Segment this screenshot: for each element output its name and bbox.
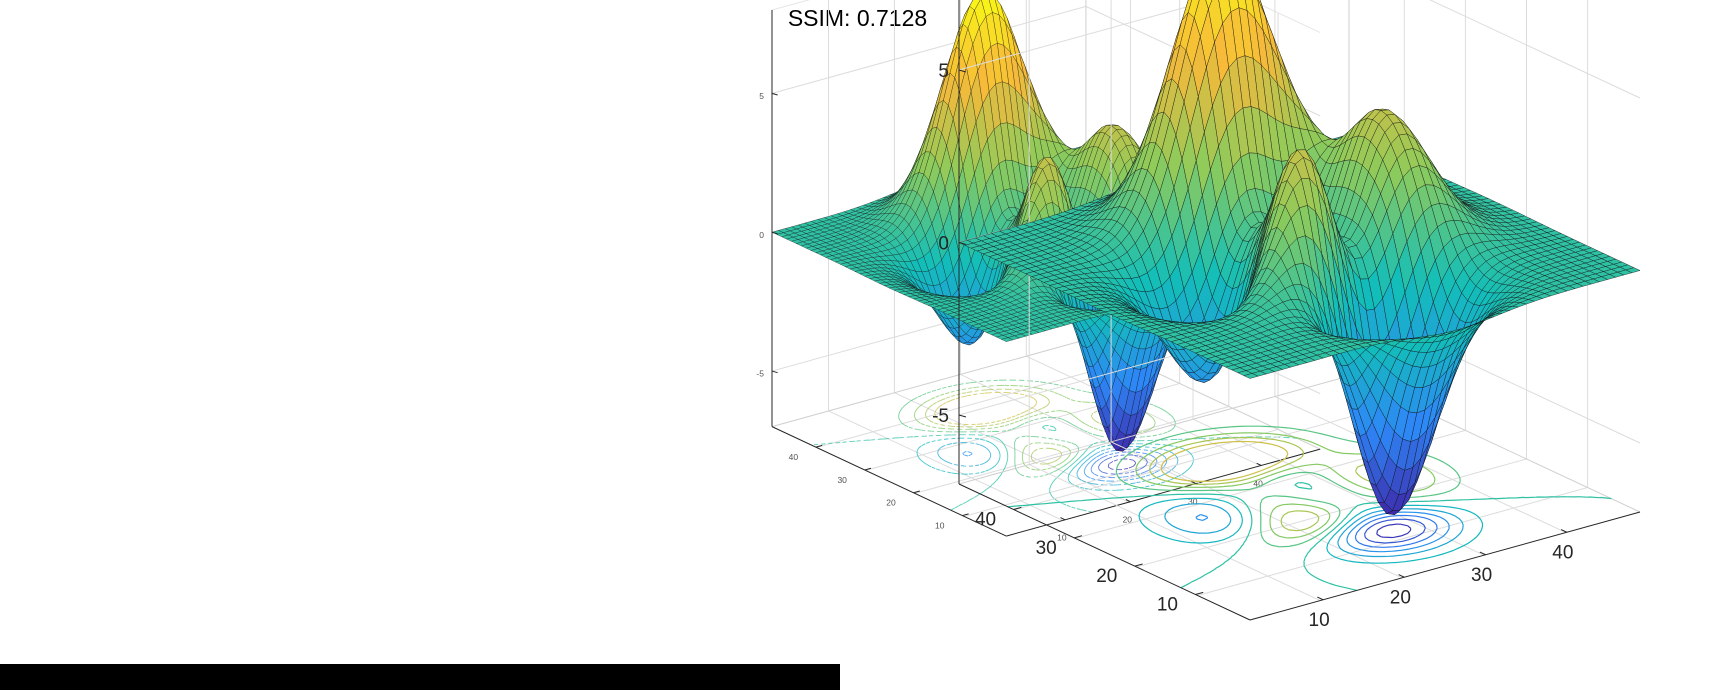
x-tick-label: 20	[1123, 515, 1133, 525]
y-tick-label: 40	[789, 452, 799, 462]
floor-contours	[811, 379, 1298, 513]
surface-patch	[1205, 0, 1213, 10]
surface-patch	[1243, 373, 1259, 379]
z-tick-label: -5	[756, 369, 764, 379]
tick-labels: 10 20 30 40 10 20 30 40 -5 0 5	[756, 91, 1263, 543]
x-tick-label: 10	[1057, 533, 1067, 543]
y-tick-label: 10	[935, 520, 945, 530]
y-tick-label: 30	[1036, 538, 1057, 559]
tick-labels: 10 20 30 40 10 20 30 40 -5 0 5	[932, 61, 1573, 631]
axes-lines	[771, 10, 1321, 537]
y-tick-label: 20	[1096, 566, 1117, 587]
z-tick-label: 0	[938, 234, 949, 255]
black-bar	[0, 664, 840, 690]
z-tick-label: 5	[938, 61, 949, 82]
y-tick-label: 30	[837, 475, 847, 485]
x-tick-label: 30	[1188, 497, 1198, 507]
x-axis-line	[1249, 511, 1641, 621]
y-tick-label: 40	[975, 510, 996, 531]
floor-contours	[1007, 425, 1612, 591]
z-tick-label: 5	[759, 91, 764, 101]
y-axis-line	[958, 483, 1251, 621]
x-tick-label: 20	[1390, 587, 1411, 608]
z-tick-label: 0	[759, 230, 764, 240]
figure-title: SSIM: 0.7128	[787, 5, 928, 31]
y-axis-line	[771, 426, 1007, 537]
x-tick-label: 40	[1253, 478, 1263, 488]
surface-patch	[1000, 337, 1014, 342]
y-tick-label: 10	[1157, 595, 1178, 616]
z-tick-label: -5	[932, 406, 949, 427]
x-tick-label: 30	[1471, 565, 1492, 586]
axes-lines	[958, 0, 1641, 621]
x-axis-line	[1006, 448, 1321, 537]
y-tick-label: 20	[886, 498, 896, 508]
surface-plot-right: 10 20 30 40 10 20 30 40 -5 0 5	[932, 0, 1641, 631]
x-tick-label: 10	[1309, 610, 1330, 631]
surface-mesh	[958, 0, 1641, 516]
x-tick-label: 40	[1552, 542, 1573, 563]
